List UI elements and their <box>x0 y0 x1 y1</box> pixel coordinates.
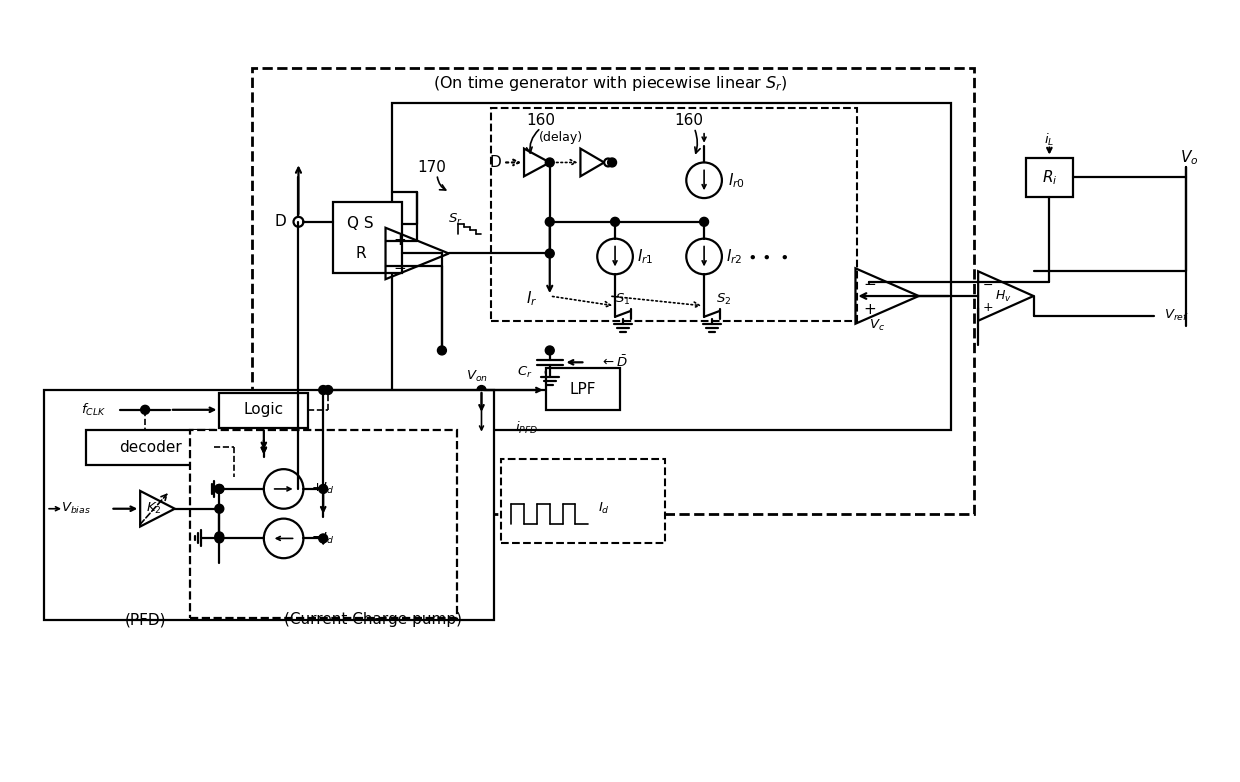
Text: $+I_d$: $+I_d$ <box>311 482 335 497</box>
Text: D: D <box>275 214 286 229</box>
Bar <box>1025 157 1073 197</box>
Text: $H_v$: $H_v$ <box>994 289 1011 303</box>
Text: $V_{on}$: $V_{on}$ <box>465 368 487 384</box>
Text: $i_{PFD}$: $i_{PFD}$ <box>515 420 538 436</box>
Text: $R_i$: $R_i$ <box>1042 168 1058 187</box>
Text: (delay): (delay) <box>538 131 583 144</box>
Circle shape <box>610 217 620 226</box>
Text: $-I_d$: $-I_d$ <box>311 531 335 546</box>
Circle shape <box>598 239 632 274</box>
Text: D: D <box>490 155 501 170</box>
Text: $+$: $+$ <box>982 301 993 314</box>
Text: $I_r$: $I_r$ <box>526 289 538 308</box>
Bar <box>252 69 975 514</box>
Circle shape <box>608 158 616 167</box>
Text: $S_1$: $S_1$ <box>615 292 631 307</box>
Text: $K_2$: $K_2$ <box>146 501 161 516</box>
Circle shape <box>477 386 486 394</box>
Circle shape <box>319 485 327 493</box>
Text: 170: 170 <box>418 160 446 175</box>
Bar <box>86 429 215 465</box>
Text: $V_{ref}$: $V_{ref}$ <box>1164 308 1189 324</box>
Circle shape <box>215 485 223 493</box>
Circle shape <box>264 518 304 558</box>
Text: (On time generator with piecewise linear $S_r$): (On time generator with piecewise linear… <box>433 74 787 93</box>
Text: $-$: $-$ <box>863 274 875 289</box>
Circle shape <box>294 217 304 227</box>
Text: $S_2$: $S_2$ <box>717 292 732 307</box>
Text: $\leftarrow\bar{D}$: $\leftarrow\bar{D}$ <box>600 354 627 370</box>
Circle shape <box>319 386 327 394</box>
Circle shape <box>215 532 223 541</box>
Text: $V_{bias}$: $V_{bias}$ <box>61 501 91 516</box>
Bar <box>45 390 495 619</box>
Text: $-$: $-$ <box>982 278 993 291</box>
Circle shape <box>215 534 223 543</box>
Bar <box>334 202 402 273</box>
Text: Logic: Logic <box>244 402 284 418</box>
Text: $V_o$: $V_o$ <box>1179 148 1198 167</box>
Bar <box>491 108 857 321</box>
Circle shape <box>546 158 554 167</box>
Text: $I_d$: $I_d$ <box>598 501 610 516</box>
Bar <box>546 368 620 410</box>
Text: $C_r$: $C_r$ <box>517 364 533 380</box>
Bar <box>392 103 951 429</box>
Text: $I_{r2}$: $I_{r2}$ <box>725 247 743 266</box>
Text: LPF: LPF <box>569 382 595 396</box>
Text: 160: 160 <box>526 113 556 128</box>
Circle shape <box>686 239 722 274</box>
Text: +: + <box>393 233 405 248</box>
Text: $S_r$: $S_r$ <box>449 212 463 228</box>
Text: $I_{r0}$: $I_{r0}$ <box>728 171 745 189</box>
Text: $i_L$: $i_L$ <box>1044 131 1054 148</box>
Bar <box>219 393 309 428</box>
Circle shape <box>546 346 554 355</box>
Circle shape <box>264 469 304 509</box>
Circle shape <box>546 249 554 258</box>
Text: $V_c$: $V_c$ <box>869 318 885 333</box>
Text: $I_{r1}$: $I_{r1}$ <box>637 247 653 266</box>
Bar <box>501 459 665 543</box>
Text: $-$: $-$ <box>393 259 405 274</box>
Text: $f_{CLK}$: $f_{CLK}$ <box>81 402 105 418</box>
Circle shape <box>686 163 722 198</box>
Text: Q S: Q S <box>347 217 374 231</box>
Text: $\bullet\,\bullet\,\bullet$: $\bullet\,\bullet\,\bullet$ <box>748 249 790 264</box>
Circle shape <box>546 368 554 377</box>
Text: 160: 160 <box>675 113 704 128</box>
Circle shape <box>324 386 332 394</box>
Circle shape <box>604 159 613 167</box>
Text: (PFD): (PFD) <box>124 612 166 627</box>
Circle shape <box>215 485 223 493</box>
Circle shape <box>319 534 327 543</box>
Text: (Current Charge pump): (Current Charge pump) <box>284 612 461 627</box>
Circle shape <box>215 504 223 513</box>
Circle shape <box>699 217 708 226</box>
Text: R: R <box>356 246 366 261</box>
Text: $+$: $+$ <box>863 303 875 317</box>
Text: decoder: decoder <box>119 440 181 455</box>
Circle shape <box>438 346 446 355</box>
Circle shape <box>140 405 150 414</box>
Bar <box>190 429 456 618</box>
Circle shape <box>546 217 554 226</box>
